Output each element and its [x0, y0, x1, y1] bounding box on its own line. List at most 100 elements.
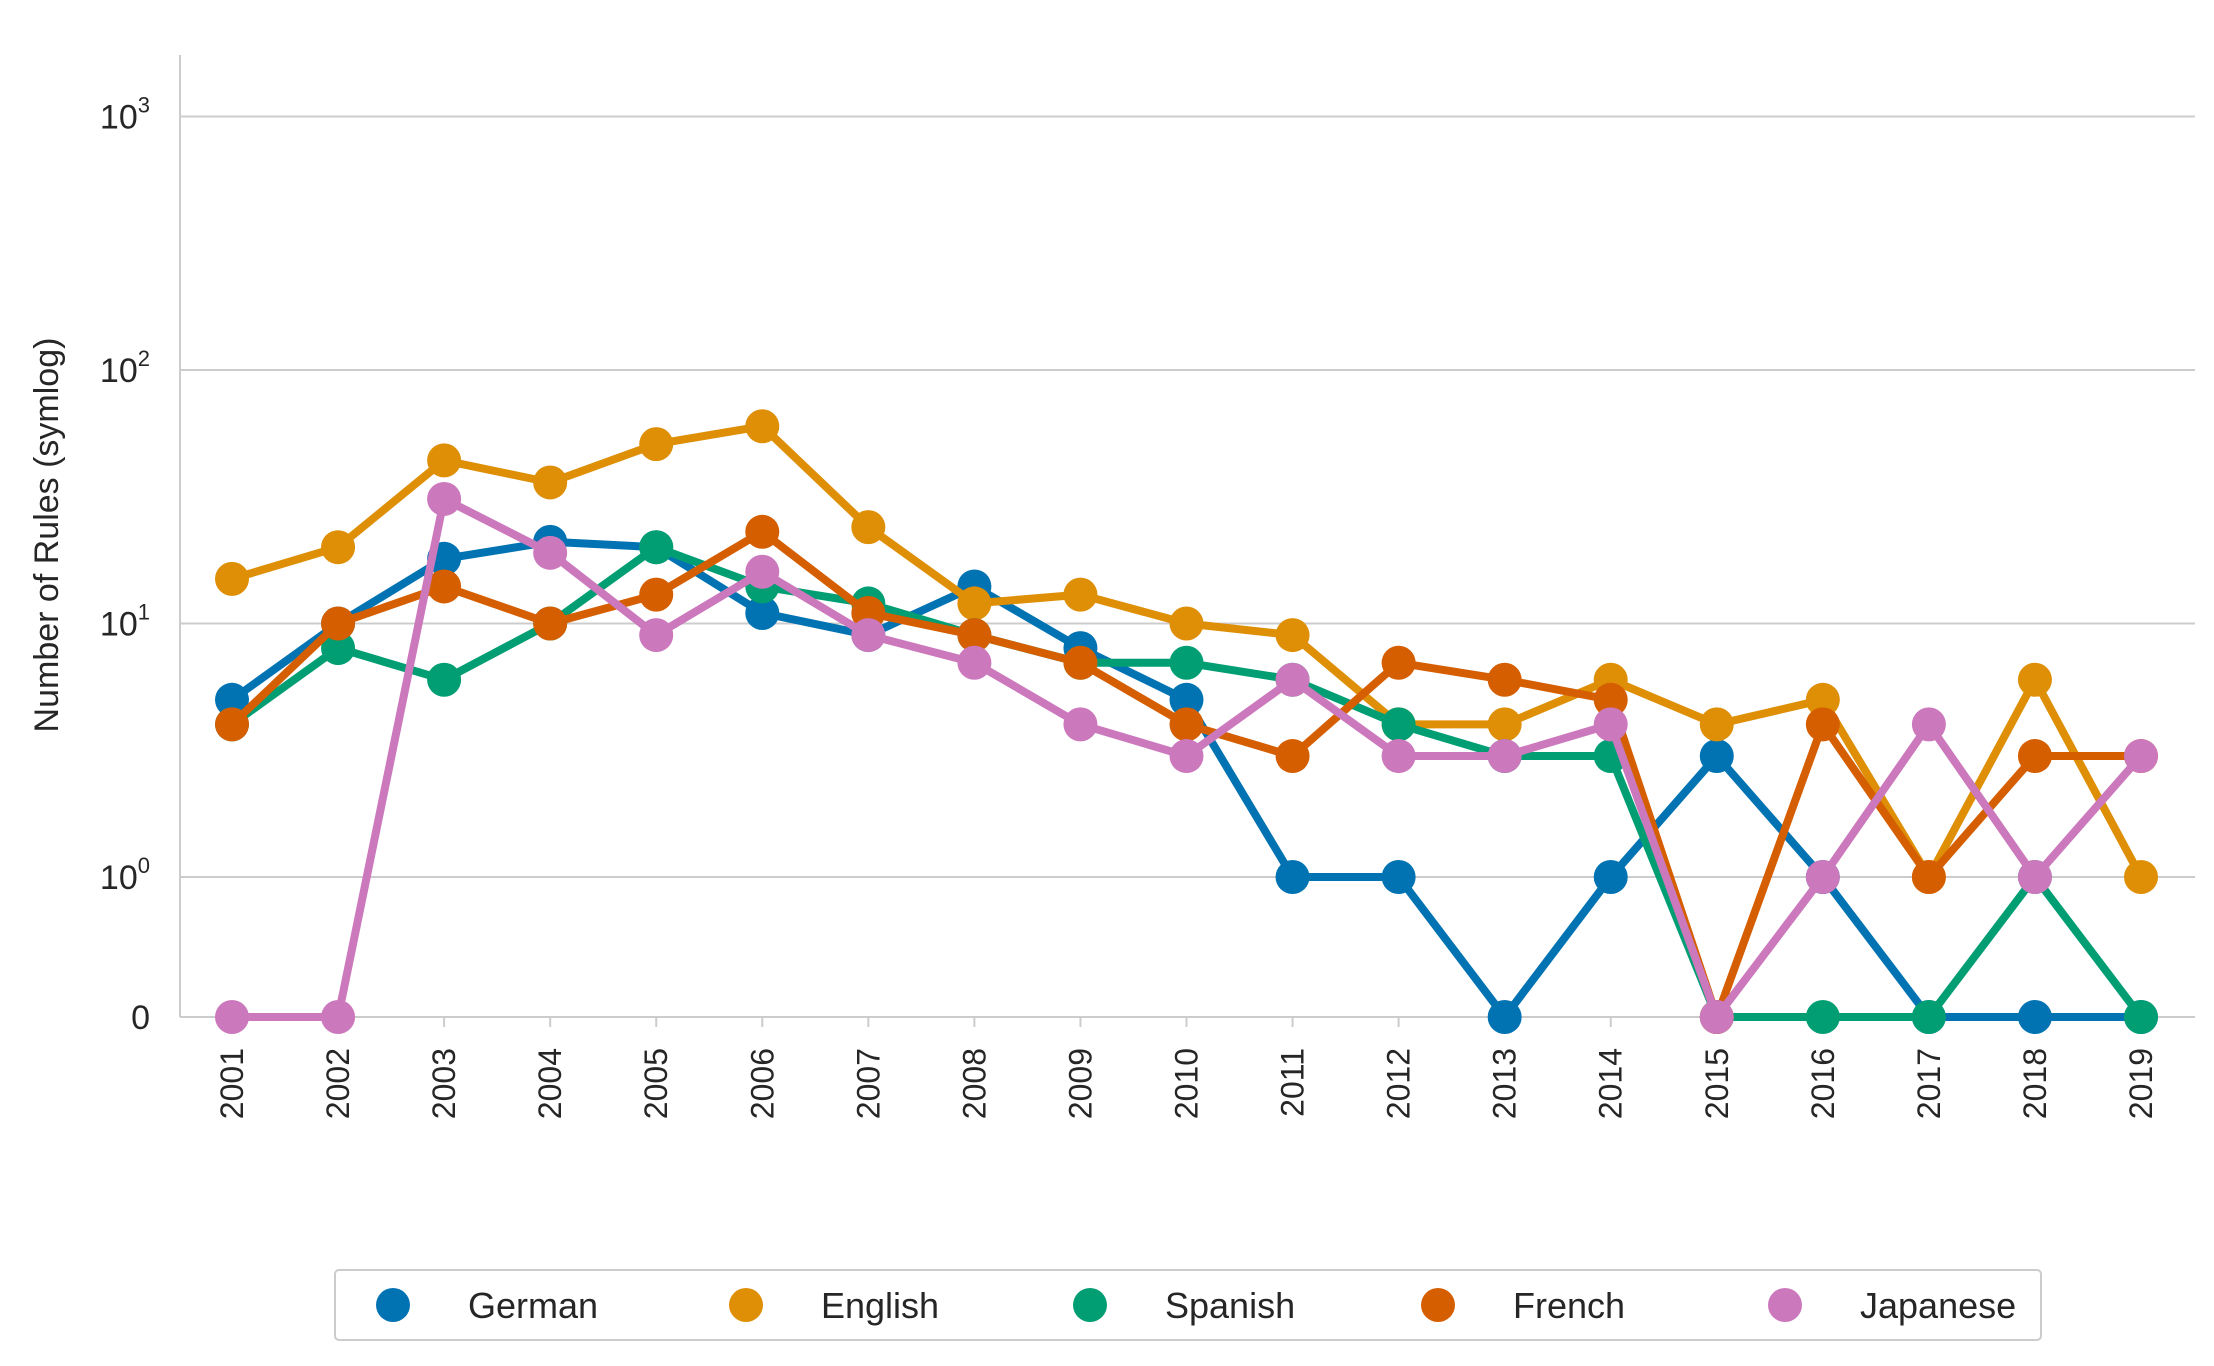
data-point [2124, 1000, 2158, 1034]
legend-marker [1768, 1288, 1802, 1322]
legend-item-spanish: Spanish [1073, 1285, 1295, 1326]
x-tick-label: 2006 [744, 1048, 780, 1119]
x-tick-label: 2014 [1593, 1048, 1629, 1119]
y-tick-label: 102 [100, 346, 150, 390]
data-point [427, 569, 462, 604]
data-point [1169, 739, 1204, 774]
data-point [1911, 707, 1946, 742]
data-point [1381, 707, 1416, 742]
axes [179, 55, 2195, 1018]
data-point [1381, 860, 1416, 894]
legend-marker [1421, 1288, 1455, 1322]
data-point [427, 662, 462, 697]
y-tick-label: 0 [131, 999, 150, 1037]
data-point [2017, 1000, 2052, 1034]
legend-item-english: English [729, 1285, 939, 1326]
data-point [2017, 739, 2052, 774]
x-tick-label: 2002 [320, 1048, 356, 1119]
data-point [1805, 860, 1840, 894]
data-point [957, 586, 992, 621]
data-point [1169, 707, 1204, 742]
data-point [851, 510, 886, 545]
data-point [1169, 606, 1204, 641]
data-point [639, 530, 674, 565]
data-point [321, 530, 356, 565]
x-tick-label: 2005 [638, 1048, 674, 1119]
data-point [1275, 618, 1310, 653]
data-point [1593, 682, 1628, 717]
y-axis-label: Number of Rules (symlog) [28, 338, 66, 733]
x-tick-label: 2011 [1275, 1048, 1311, 1117]
x-tick-label: 2007 [850, 1048, 886, 1119]
data-point [1487, 739, 1522, 774]
data-point [745, 596, 780, 631]
data-point [1275, 739, 1310, 774]
data-point [2017, 662, 2052, 697]
y-tick-labels: 0 100 101 102 103 [100, 93, 150, 1038]
data-point [639, 427, 674, 462]
x-tick-label: 2017 [1911, 1048, 1947, 1119]
data-point [215, 561, 249, 596]
data-point [533, 535, 568, 570]
data-point [957, 645, 992, 680]
data-point [1169, 682, 1204, 717]
data-point [1381, 645, 1416, 680]
data-point [2017, 860, 2052, 894]
data-point [533, 606, 568, 641]
data-point [1699, 1000, 1734, 1034]
y-gridlines [180, 115, 2195, 1018]
data-point [1699, 739, 1734, 774]
data-point [851, 618, 886, 653]
data-point [215, 682, 249, 717]
data-point [321, 631, 356, 666]
data-point [745, 514, 780, 549]
x-tick-label: 2019 [2123, 1048, 2159, 1119]
series-japanese [215, 481, 2158, 1034]
x-tick-labels: 2001 2002 2003 2004 2005 2006 2007 2008 2009 2010… [214, 1017, 2159, 1119]
x-tick-label: 2015 [1699, 1048, 1735, 1119]
data-point [1593, 860, 1628, 894]
data-point [1593, 707, 1628, 742]
data-point [1487, 707, 1522, 742]
data-point [1063, 645, 1098, 680]
x-tick-label: 2009 [1062, 1048, 1098, 1119]
data-point [1805, 682, 1840, 717]
legend: German English Spanish French Japanese [334, 1269, 2042, 1341]
x-tick-label: 2008 [956, 1048, 992, 1119]
series-line [228, 527, 2145, 1021]
data-point [639, 577, 674, 612]
legend-item-japanese: Japanese [1768, 1285, 2016, 1326]
data-point [215, 1000, 249, 1034]
x-tick-label: 2003 [426, 1048, 462, 1119]
data-point [1805, 707, 1840, 742]
data-point [639, 618, 674, 653]
data-point [745, 409, 780, 444]
data-point [745, 554, 780, 589]
legend-marker [729, 1288, 763, 1322]
legend-label: Spanish [1165, 1285, 1295, 1326]
x-tick-label: 2018 [2017, 1048, 2053, 1119]
data-point [1911, 1000, 1946, 1034]
legend-label: German [468, 1285, 598, 1326]
data-point [2124, 739, 2158, 774]
data-point [2124, 860, 2158, 894]
data-point [1911, 860, 1946, 894]
x-tick-label: 2013 [1487, 1048, 1523, 1119]
x-tick-label: 2012 [1381, 1048, 1417, 1119]
y-tick-label: 103 [100, 93, 150, 137]
x-tick-label: 2016 [1805, 1048, 1841, 1119]
data-point [427, 443, 462, 478]
x-tick-label: 2010 [1169, 1048, 1205, 1119]
data-point [533, 465, 568, 500]
legend-marker [376, 1288, 410, 1322]
y-tick-label: 100 [100, 853, 150, 897]
series-lines [215, 409, 2158, 1034]
data-point [1805, 1000, 1840, 1034]
data-point [1063, 707, 1098, 742]
legend-box [334, 1269, 2042, 1341]
data-point [1275, 662, 1310, 697]
data-point [1169, 645, 1204, 680]
data-point [321, 1000, 356, 1034]
legend-label: French [1513, 1285, 1625, 1326]
